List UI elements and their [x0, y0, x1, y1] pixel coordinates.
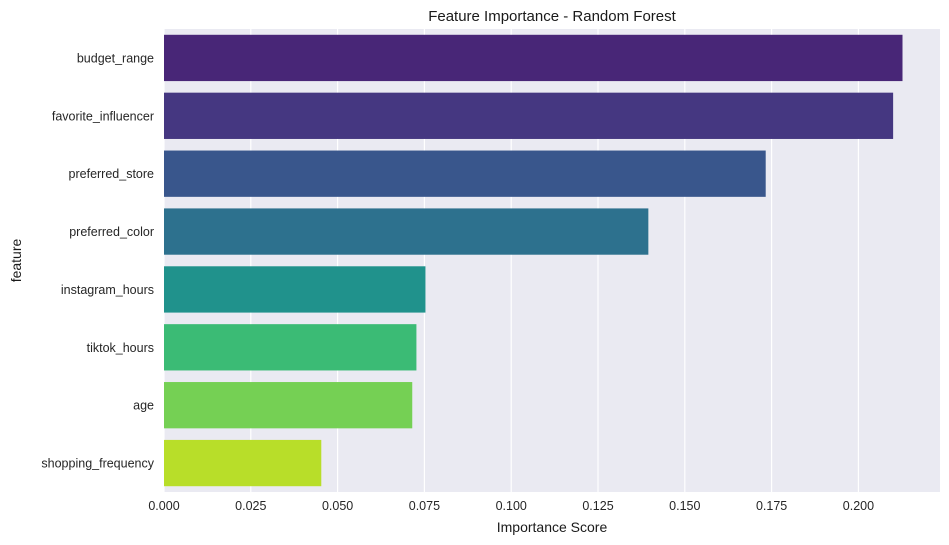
- y-tick-label: instagram_hours: [61, 283, 154, 297]
- x-tick-label: 0.000: [148, 499, 179, 513]
- y-tick-label: age: [133, 399, 154, 413]
- y-axis-label: feature: [8, 238, 24, 282]
- x-tick-label: 0.125: [582, 499, 613, 513]
- x-tick-label: 0.050: [322, 499, 353, 513]
- x-tick-label: 0.025: [235, 499, 266, 513]
- bar-shopping-frequency: [164, 439, 322, 487]
- y-tick-label: preferred_color: [69, 225, 154, 239]
- y-tick-label: budget_range: [77, 51, 154, 65]
- y-tick-labels: budget_range favorite_influencer preferred…: [41, 51, 154, 470]
- bar-budget-range: [164, 34, 903, 82]
- x-tick-label: 0.075: [409, 499, 440, 513]
- y-tick-label: shopping_frequency: [41, 457, 154, 471]
- bar-favorite-influencer: [164, 92, 894, 139]
- x-tick-labels: 0.000 0.025 0.050 0.075 0.100 0.125 0.150 0.175…: [148, 499, 874, 513]
- x-axis-label: Importance Score: [497, 519, 608, 535]
- y-tick-label: preferred_store: [69, 167, 155, 181]
- x-tick-label: 0.100: [496, 499, 527, 513]
- chart-title: Feature Importance - Random Forest: [428, 8, 676, 25]
- x-tick-label: 0.175: [756, 499, 787, 513]
- bar-preferred-store: [164, 150, 766, 197]
- bar-age: [164, 382, 413, 429]
- bar-preferred-color: [164, 208, 649, 255]
- bar-tiktok-hours: [164, 324, 417, 371]
- x-tick-label: 0.200: [843, 499, 874, 513]
- y-tick-label: favorite_influencer: [52, 109, 154, 123]
- bar-instagram-hours: [164, 266, 426, 313]
- x-tick-label: 0.150: [669, 499, 700, 513]
- y-tick-label: tiktok_hours: [87, 341, 154, 355]
- bars: [164, 34, 903, 487]
